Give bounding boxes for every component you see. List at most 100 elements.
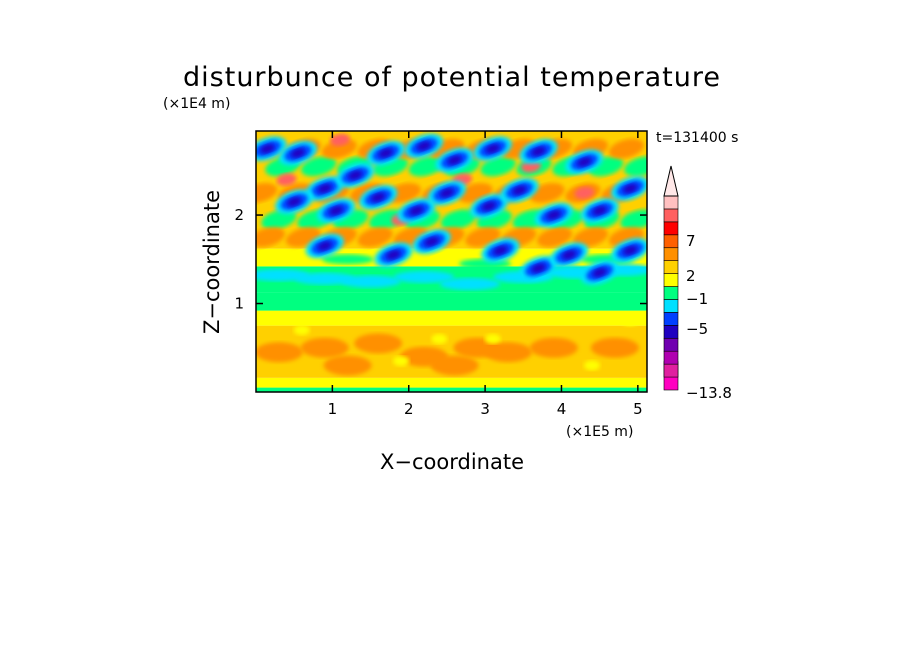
field-blob xyxy=(348,170,362,180)
field-blob xyxy=(256,183,278,203)
y-tick-label: 1 xyxy=(234,295,244,313)
field-blob xyxy=(379,148,393,158)
y-unit-label: (×1E4 m) xyxy=(163,96,230,112)
field-blob xyxy=(371,192,385,202)
field-blob xyxy=(608,138,644,159)
colorbar-band xyxy=(663,208,679,223)
colorbar-label: −13.8 xyxy=(686,384,732,402)
field-blob xyxy=(256,227,285,248)
field-blob xyxy=(590,337,639,358)
y-axis-title: Z−coordinate xyxy=(200,190,224,334)
field-blob xyxy=(531,146,546,156)
contour-field xyxy=(256,131,647,392)
field-blob xyxy=(562,250,576,260)
chart-title: disturbunce of potential temperature xyxy=(183,62,721,93)
colorbar-band xyxy=(663,221,679,236)
field-blob xyxy=(318,184,332,193)
colorbar-label: −1 xyxy=(686,290,708,308)
field-blob xyxy=(321,138,357,159)
field-blob xyxy=(484,342,533,363)
field-blob xyxy=(357,227,393,248)
colorbar-band xyxy=(663,286,679,300)
field-blob xyxy=(321,254,374,265)
field-blob xyxy=(624,156,647,177)
x-axis-title: X−coordinate xyxy=(380,450,524,474)
field-blob xyxy=(340,275,401,288)
field-blob xyxy=(294,272,355,285)
field-blob xyxy=(447,155,462,165)
time-label: t=131400 s xyxy=(656,130,738,146)
field-blob xyxy=(354,333,403,354)
colorbar-band xyxy=(663,350,679,365)
field-blob xyxy=(301,156,337,177)
colorbar-label: 7 xyxy=(686,232,696,250)
field-blob xyxy=(256,342,303,363)
field-blob xyxy=(574,186,595,200)
field-blob xyxy=(394,270,455,283)
colorbar-band xyxy=(663,312,679,326)
colorbar-label: 2 xyxy=(686,267,696,285)
x-tick-label: 5 xyxy=(633,400,643,418)
field-blob xyxy=(577,157,592,167)
x-tick-label: 2 xyxy=(404,400,414,418)
y-tick-label: 2 xyxy=(234,206,244,224)
colorbar-extend-triangle xyxy=(663,165,679,197)
field-blob xyxy=(330,133,350,147)
field-blob xyxy=(323,355,372,376)
field-blob xyxy=(529,337,578,358)
colorbar-label: −5 xyxy=(686,320,708,338)
field-blob xyxy=(417,141,431,151)
field-blob xyxy=(261,209,297,230)
field-blob xyxy=(484,333,501,344)
field-blob xyxy=(439,278,500,291)
plot-frame xyxy=(255,130,648,393)
field-blob xyxy=(537,227,573,248)
field-blob xyxy=(260,144,275,154)
field-blob xyxy=(592,268,607,278)
field-blob xyxy=(276,173,297,186)
field-blob xyxy=(493,245,508,255)
field-blob xyxy=(465,227,501,248)
field-layer xyxy=(256,310,647,326)
field-blob xyxy=(440,209,476,230)
field-blob xyxy=(386,250,401,260)
colorbar-band xyxy=(663,234,679,249)
field-blob xyxy=(622,316,639,327)
field-blob xyxy=(408,156,444,177)
field-blob xyxy=(584,360,601,371)
field-blob xyxy=(547,210,561,220)
field-blob xyxy=(440,188,454,198)
field-blob xyxy=(293,325,310,336)
colorbar: 7 2 −1 −5 −13.8 xyxy=(663,165,732,402)
field-layer xyxy=(256,377,647,388)
field-blob xyxy=(482,201,496,211)
colorbar-band xyxy=(663,363,679,378)
field-blob xyxy=(623,245,637,255)
field-blob xyxy=(531,263,546,273)
field-blob xyxy=(300,337,349,358)
field-blob xyxy=(287,197,301,207)
colorbar-band xyxy=(663,247,679,261)
x-axis: 1 2 3 4 5 xyxy=(328,131,643,418)
colorbar-band xyxy=(663,195,679,210)
field-blob xyxy=(430,355,479,376)
field-blob xyxy=(572,227,609,248)
field-blob xyxy=(431,333,448,344)
y-axis: 12 xyxy=(234,206,647,313)
field-blob xyxy=(592,206,607,216)
x-tick-label: 3 xyxy=(480,400,490,418)
colorbar-band xyxy=(663,260,679,274)
field-blob xyxy=(486,144,500,154)
x-unit-label: (×1E5 m) xyxy=(566,424,633,440)
field-blob xyxy=(393,356,410,367)
field-blob xyxy=(318,241,332,251)
colorbar-band xyxy=(663,273,679,287)
field-blob xyxy=(424,237,439,247)
field-blob xyxy=(512,185,527,195)
colorbar-band xyxy=(663,325,679,339)
field-blob xyxy=(409,206,424,216)
field-blob xyxy=(291,148,305,158)
field-layer xyxy=(256,387,647,392)
